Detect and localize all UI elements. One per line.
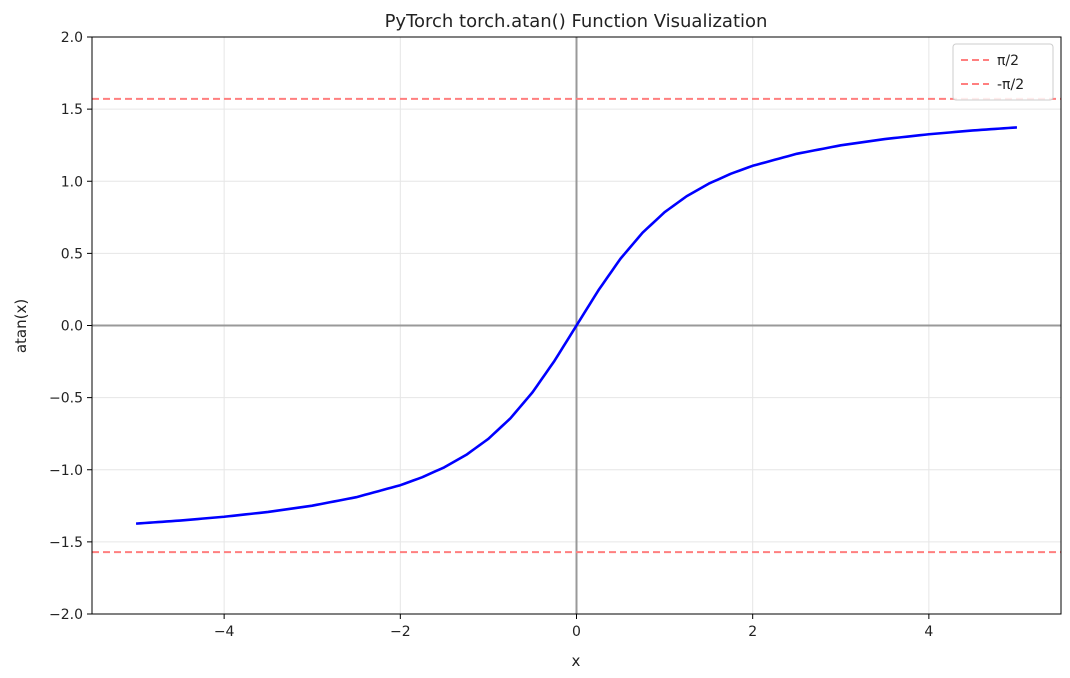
y-tick-label: 0.5 [61, 246, 83, 262]
x-tick-label: 0 [572, 624, 581, 640]
x-tick-label: −2 [390, 624, 411, 640]
y-tick-label: 1.5 [61, 102, 83, 118]
chart-title: PyTorch torch.atan() Function Visualizat… [385, 11, 768, 32]
y-tick-label: 2.0 [61, 30, 83, 46]
legend-box [952, 43, 1054, 101]
y-tick-label: −1.0 [49, 463, 83, 479]
reference-lines [92, 97, 1061, 554]
y-tick-label: 0.0 [61, 319, 83, 335]
y-tick-label: −2.0 [49, 607, 83, 623]
y-tick-label: −1.5 [49, 535, 83, 551]
series-layer [135, 126, 1018, 525]
x-tick-label: 4 [924, 624, 933, 640]
y-axis-label: atan(x) [12, 299, 30, 353]
x-tick-label: −4 [214, 624, 235, 640]
x-tick-label: 2 [748, 624, 757, 640]
x-axis-ticks: −4 −2 0 2 4 [214, 614, 933, 640]
y-tick-label: −0.5 [49, 391, 83, 407]
y-tick-label: 1.0 [61, 174, 83, 190]
y-axis-ticks: −2.0 −1.5 −1.0 −0.5 0.0 0.5 1.0 1.5 2.0 [49, 30, 92, 623]
series-line-0 [135, 126, 1018, 525]
legend-label-0: π/2 [997, 53, 1019, 69]
x-axis-label: x [572, 652, 581, 670]
legend-label-1: -π/2 [997, 77, 1024, 93]
legend: π/2 -π/2 [952, 43, 1054, 101]
